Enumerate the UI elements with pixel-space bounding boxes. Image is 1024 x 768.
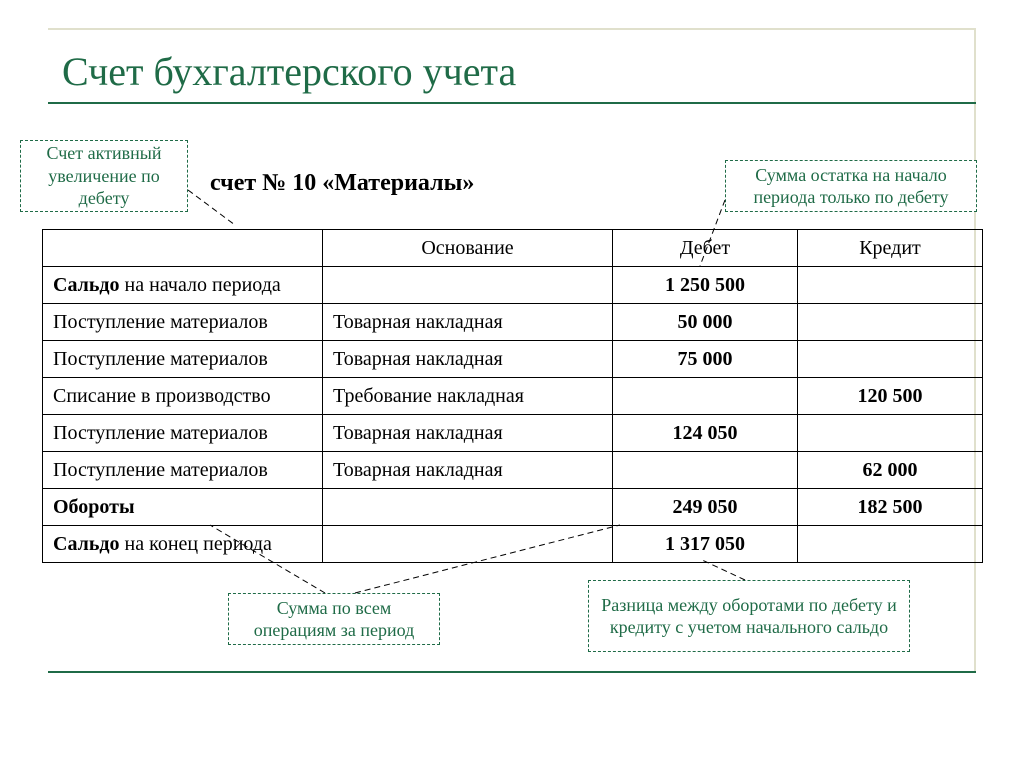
cell-description: Поступление материалов — [43, 304, 323, 341]
cell-basis: Товарная накладная — [323, 304, 613, 341]
cell-debit — [613, 378, 798, 415]
header-debet: Дебет — [613, 230, 798, 267]
cell-credit — [798, 304, 983, 341]
cell-description: Поступление материалов — [43, 452, 323, 489]
account-subtitle: счет № 10 «Материалы» — [210, 170, 474, 197]
bottom-underline — [48, 671, 976, 673]
header-blank — [43, 230, 323, 267]
header-kredit: Кредит — [798, 230, 983, 267]
cell-basis — [323, 526, 613, 563]
cell-debit: 1 250 500 — [613, 267, 798, 304]
table-row: Поступление материаловТоварная накладная… — [43, 415, 983, 452]
cell-description: Списание в производство — [43, 378, 323, 415]
cell-credit: 120 500 — [798, 378, 983, 415]
slide-title: Счет бухгалтерского учета — [62, 48, 516, 95]
cell-description: Сальдо на начало периода — [43, 267, 323, 304]
account-table: Основание Дебет Кредит Сальдо на начало … — [42, 229, 982, 563]
callout-closing-balance: Разница между оборотами по дебету и кред… — [588, 580, 910, 652]
table-header-row: Основание Дебет Кредит — [43, 230, 983, 267]
cell-basis: Товарная накладная — [323, 341, 613, 378]
cell-basis — [323, 489, 613, 526]
cell-credit: 62 000 — [798, 452, 983, 489]
table-row: Поступление материаловТоварная накладная… — [43, 341, 983, 378]
table-row: Обороты 249 050182 500 — [43, 489, 983, 526]
table-row: Списание в производствоТребование наклад… — [43, 378, 983, 415]
table-row: Сальдо на конец периода 1 317 050 — [43, 526, 983, 563]
cell-credit — [798, 526, 983, 563]
cell-debit — [613, 452, 798, 489]
cell-debit: 75 000 — [613, 341, 798, 378]
cell-credit — [798, 267, 983, 304]
callout-period-total: Сумма по всем операциям за период — [228, 593, 440, 645]
cell-basis: Требование накладная — [323, 378, 613, 415]
header-osnovanie: Основание — [323, 230, 613, 267]
table-row: Поступление материаловТоварная накладная… — [43, 452, 983, 489]
cell-description: Поступление материалов — [43, 341, 323, 378]
cell-description: Обороты — [43, 489, 323, 526]
callout-opening-balance: Сумма остатка на начало периода только п… — [725, 160, 977, 212]
cell-debit: 1 317 050 — [613, 526, 798, 563]
cell-basis: Товарная накладная — [323, 452, 613, 489]
cell-basis — [323, 267, 613, 304]
cell-description: Сальдо на конец периода — [43, 526, 323, 563]
cell-basis: Товарная накладная — [323, 415, 613, 452]
cell-debit: 249 050 — [613, 489, 798, 526]
cell-credit: 182 500 — [798, 489, 983, 526]
table-row: Сальдо на начало периода 1 250 500 — [43, 267, 983, 304]
callout-active-account: Счет активный увеличение по дебету — [20, 140, 188, 212]
cell-debit: 50 000 — [613, 304, 798, 341]
cell-debit: 124 050 — [613, 415, 798, 452]
table-row: Поступление материаловТоварная накладная… — [43, 304, 983, 341]
cell-credit — [798, 415, 983, 452]
title-underline — [48, 102, 976, 104]
cell-credit — [798, 341, 983, 378]
cell-description: Поступление материалов — [43, 415, 323, 452]
